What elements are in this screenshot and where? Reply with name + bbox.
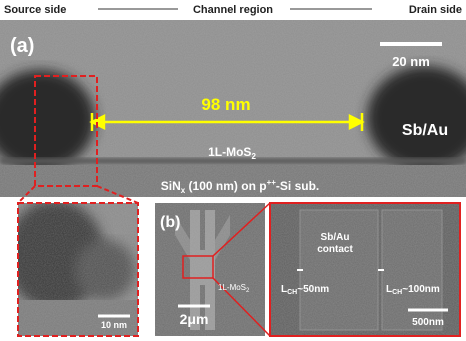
contact-label: Sb/Au xyxy=(321,232,350,243)
substrate-label: SiNx (100 nm) on p++-Si sub. xyxy=(161,178,320,195)
text-part: ~50nm xyxy=(297,284,329,295)
scale-label: 10 nm xyxy=(101,320,127,330)
header-right: Drain side xyxy=(409,4,462,16)
header-center: Channel region xyxy=(193,4,273,16)
text-part: -Si sub. xyxy=(276,179,319,193)
scale-label: 500nm xyxy=(412,317,444,328)
contact-label: Sb/Au xyxy=(402,122,448,139)
text-sup: ++ xyxy=(267,178,277,187)
page: {"header": {"left": "Source side", "cent… xyxy=(0,0,466,341)
scale-label: 20 nm xyxy=(392,54,430,69)
header-left: Source side xyxy=(4,4,66,16)
text-part: (100 nm) on p xyxy=(185,179,266,193)
contact-label: contact xyxy=(317,244,353,255)
text-part: SiN xyxy=(161,179,181,193)
header: Source side Channel region Drain side xyxy=(4,4,462,16)
text-part: ~100nm xyxy=(402,284,440,295)
text-part: 1L-MoS xyxy=(218,283,246,292)
panel-label: (a) xyxy=(10,35,34,57)
panel-label: (b) xyxy=(160,214,180,231)
scale-label: 2μm xyxy=(180,311,209,327)
text-part: 1L-MoS xyxy=(208,145,251,159)
channel-length: 98 nm xyxy=(201,95,250,114)
text-sub: CH xyxy=(392,289,402,296)
text-sub: 2 xyxy=(251,152,256,161)
text-sub: CH xyxy=(287,289,297,296)
figure: Source side Channel region Drain side (a… xyxy=(0,0,466,341)
channel-layer: 1L-MoS2 xyxy=(208,145,256,161)
